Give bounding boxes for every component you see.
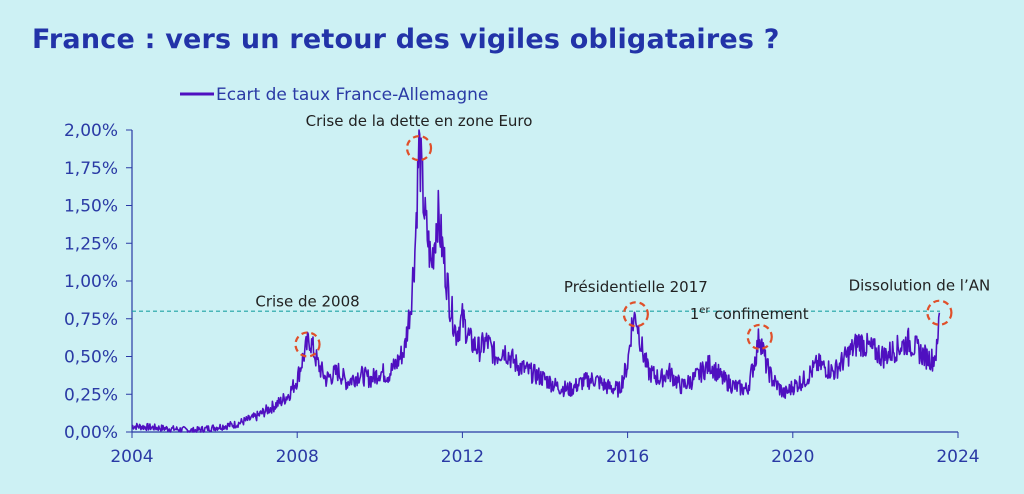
annotation-label: Dissolution de l’AN <box>849 277 991 295</box>
x-tick-label: 2008 <box>276 447 319 467</box>
y-tick-label: 2,00% <box>64 121 118 141</box>
y-tick-label: 1,50% <box>64 197 118 217</box>
y-tick-label: 0,75% <box>64 310 118 330</box>
annotation-label: Crise de 2008 <box>255 292 359 310</box>
axes-group: 0,00% 0,25% 0,50% 0,75% 1,00% 1,25% 1,50% 1,75%… <box>64 121 980 467</box>
y-tick-label: 0,00% <box>64 423 118 443</box>
x-tick-label: 2016 <box>606 447 649 467</box>
y-tick-label: 1,75% <box>64 159 118 179</box>
y-tick-label: 0,25% <box>64 385 118 405</box>
annotation-circle <box>746 323 773 350</box>
x-tick-label: 2024 <box>936 447 979 467</box>
series-group <box>131 129 941 433</box>
x-tick-label: 2012 <box>441 447 484 467</box>
annotation-circle <box>622 301 649 328</box>
legend: Ecart de taux France-Allemagne <box>180 85 488 105</box>
annotation-circle <box>405 135 433 162</box>
y-tick-label: 0,50% <box>64 348 118 368</box>
annotation-label: 1er confinement <box>690 305 809 323</box>
annotation-label: Crise de la dette en zone Euro <box>306 112 533 130</box>
x-tick-label: 2020 <box>771 447 814 467</box>
y-tick-label: 1,25% <box>64 234 118 254</box>
legend-label: Ecart de taux France-Allemagne <box>216 85 488 105</box>
chart-title: France : vers un retour des vigiles obli… <box>32 24 780 55</box>
annotations-group: Crise de 2008 Crise de la dette en zone E… <box>255 112 991 358</box>
annotation-circle <box>926 299 953 326</box>
series-line <box>131 129 941 433</box>
x-tick-label: 2004 <box>110 447 153 467</box>
y-tick-label: 1,00% <box>64 272 118 292</box>
annotation-label: Présidentielle 2017 <box>564 278 708 296</box>
annotation-circle <box>294 331 321 358</box>
